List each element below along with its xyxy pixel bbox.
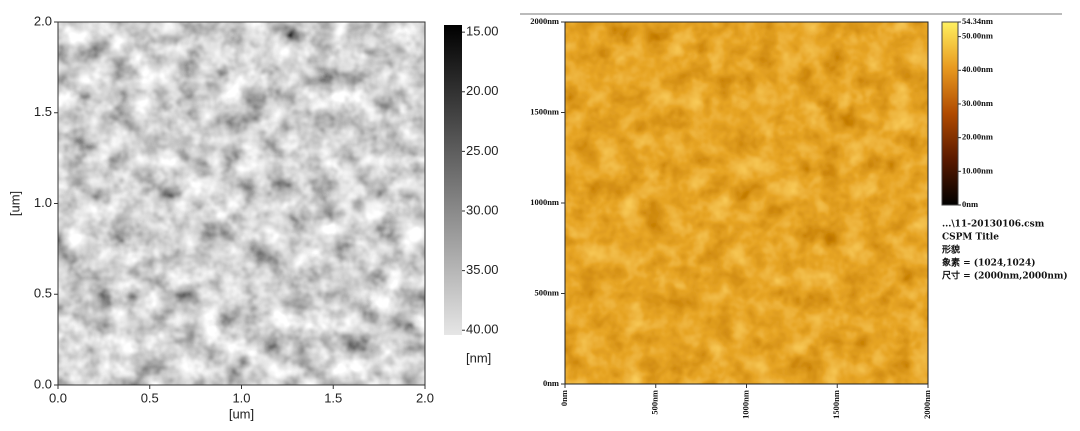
colorbar-tick-label: 50.00nm [962,31,993,41]
x-tick-label: 1000nm [740,390,750,419]
colorbar-tick-label: 40.00 [466,322,499,337]
colorbar [941,21,959,206]
y-tick-label: 1.5 [34,104,52,119]
x-tick-label: 0.0 [49,390,67,405]
colorbar-tick-label: 15.00 [466,24,499,39]
y-tick-label: 1000nm [530,197,559,207]
y-tick-label: 500nm [534,287,559,297]
y-tick-label: 0.5 [34,286,52,301]
colorbar-tick-label: 10.00nm [962,165,993,175]
colorbar-tick-label: 30.00nm [962,98,993,108]
file-info: ...\11-20130106.csm [942,220,1045,230]
file-info: CSPM Title [942,233,999,243]
y-tick-label: 1500nm [530,106,559,116]
afm-image [565,22,928,384]
y-tick-label: 2.0 [34,13,52,28]
x-tick-label: 1.0 [232,390,250,405]
y-axis-label: [um] [7,191,22,216]
colorbar-tick-label: 40.00nm [962,64,993,74]
colorbar-tick-label: 54.34nm [962,16,993,26]
y-tick-label: 1.0 [34,195,52,210]
file-info: 尺寸 = (2000nm,2000nm) [942,270,1068,282]
colorbar-label: [nm] [466,350,491,365]
x-axis-label: [um] [229,406,254,421]
colorbar-tick-label: 20.00 [466,83,499,98]
colorbar-tick-label: 35.00 [466,262,499,277]
x-tick-label: 0nm [559,390,569,406]
x-tick-label: 0.5 [141,390,159,405]
x-tick-label: 2.0 [416,390,434,405]
file-info: 象素 = (1024,1024) [942,257,1036,269]
colorbar [444,25,462,335]
y-tick-label: 0.0 [34,376,52,391]
y-tick-label: 0nm [543,378,559,388]
colorbar-tick-label: 30.00 [466,202,499,217]
afm-image [58,22,425,385]
x-tick-label: 1500nm [831,390,841,419]
x-tick-label: 500nm [650,390,660,415]
colorbar-tick-label: 25.00 [466,143,499,158]
x-tick-label: 2000nm [922,390,932,419]
colorbar-tick-label: 20.00nm [962,132,993,142]
y-tick-label: 2000nm [530,16,559,26]
colorbar-tick-label: 0nm [962,199,978,209]
file-info: 形貌 [942,244,960,256]
x-tick-label: 1.5 [324,390,342,405]
